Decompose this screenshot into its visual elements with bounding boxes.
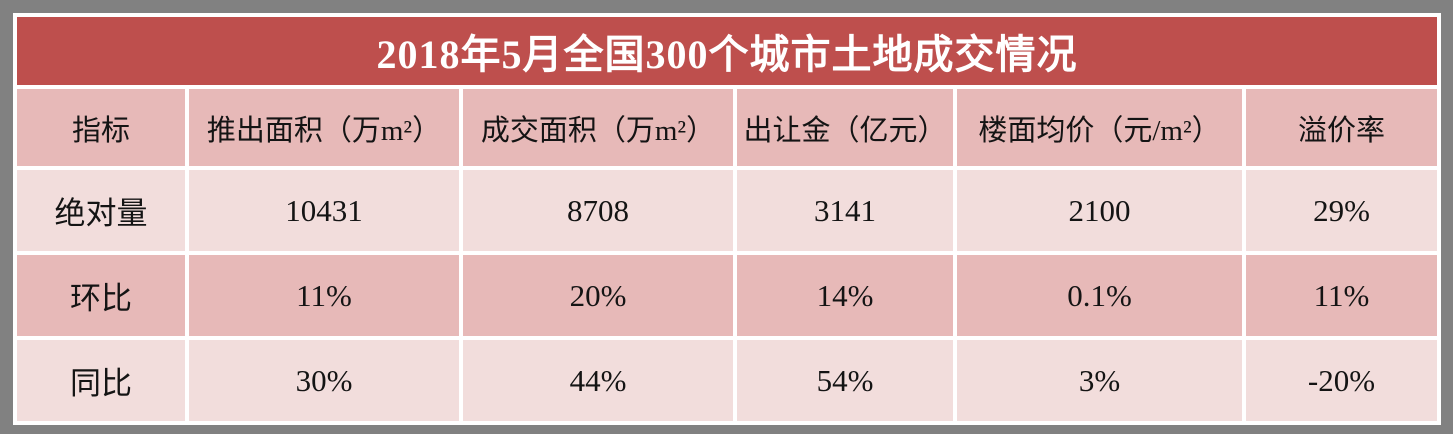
header-cell-offered-area: 推出面积（万m²）	[189, 89, 459, 166]
table-cell: 30%	[189, 340, 459, 421]
table-cell: 11%	[1246, 255, 1437, 336]
table-cell: 20%	[463, 255, 733, 336]
header-cell-avg-floor-price: 楼面均价（元/m²）	[957, 89, 1242, 166]
table-cell: 2100	[957, 170, 1242, 251]
table-row-absolute: 绝对量 10431 8708 3141 2100 29%	[17, 170, 1437, 251]
table-cell: 54%	[737, 340, 953, 421]
table-row-mom: 环比 11% 20% 14% 0.1% 11%	[17, 255, 1437, 336]
table-cell: 10431	[189, 170, 459, 251]
table-title: 2018年5月全国300个城市土地成交情况	[17, 17, 1437, 85]
table-row-yoy: 同比 30% 44% 54% 3% -20%	[17, 340, 1437, 421]
table-title-row: 2018年5月全国300个城市土地成交情况	[17, 17, 1437, 85]
header-cell-premium-rate: 溢价率	[1246, 89, 1437, 166]
table-cell: 44%	[463, 340, 733, 421]
table-cell: 8708	[463, 170, 733, 251]
table-cell: 11%	[189, 255, 459, 336]
table-header-row: 指标 推出面积（万m²） 成交面积（万m²） 出让金（亿元） 楼面均价（元/m²…	[17, 89, 1437, 166]
row-label: 绝对量	[17, 170, 185, 251]
land-transaction-table-container: 2018年5月全国300个城市土地成交情况 指标 推出面积（万m²） 成交面积（…	[13, 13, 1441, 425]
row-label: 同比	[17, 340, 185, 421]
header-cell-indicator: 指标	[17, 89, 185, 166]
header-cell-sold-area: 成交面积（万m²）	[463, 89, 733, 166]
table-cell: 0.1%	[957, 255, 1242, 336]
table-cell: 29%	[1246, 170, 1437, 251]
table-cell: 14%	[737, 255, 953, 336]
table-cell: 3141	[737, 170, 953, 251]
row-label: 环比	[17, 255, 185, 336]
header-cell-land-premium: 出让金（亿元）	[737, 89, 953, 166]
table-cell: -20%	[1246, 340, 1437, 421]
table-cell: 3%	[957, 340, 1242, 421]
land-transaction-table: 2018年5月全国300个城市土地成交情况 指标 推出面积（万m²） 成交面积（…	[13, 13, 1441, 425]
